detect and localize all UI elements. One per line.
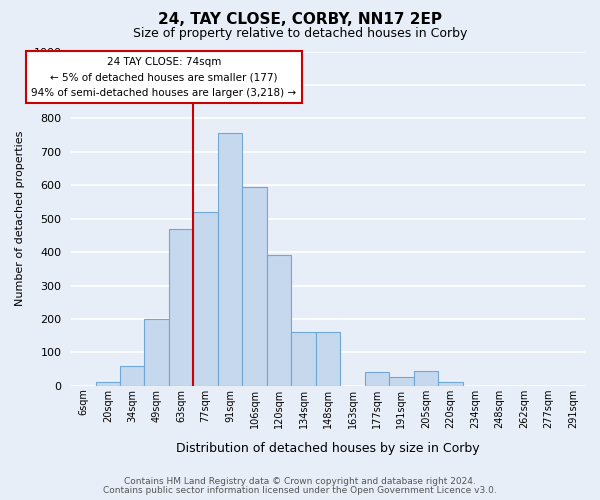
Bar <box>242 187 267 386</box>
Bar <box>193 212 218 386</box>
Text: 24, TAY CLOSE, CORBY, NN17 2EP: 24, TAY CLOSE, CORBY, NN17 2EP <box>158 12 442 28</box>
Bar <box>218 134 242 386</box>
Bar <box>120 366 145 386</box>
Bar <box>438 382 463 386</box>
Text: 24 TAY CLOSE: 74sqm
← 5% of detached houses are smaller (177)
94% of semi-detach: 24 TAY CLOSE: 74sqm ← 5% of detached hou… <box>31 56 296 98</box>
Bar <box>413 371 438 386</box>
Bar <box>365 372 389 386</box>
Bar <box>169 228 193 386</box>
Text: Size of property relative to detached houses in Corby: Size of property relative to detached ho… <box>133 28 467 40</box>
Bar <box>267 256 292 386</box>
Bar <box>292 332 316 386</box>
X-axis label: Distribution of detached houses by size in Corby: Distribution of detached houses by size … <box>176 442 480 455</box>
Bar <box>95 382 120 386</box>
Y-axis label: Number of detached properties: Number of detached properties <box>15 131 25 306</box>
Text: Contains public sector information licensed under the Open Government Licence v3: Contains public sector information licen… <box>103 486 497 495</box>
Bar <box>316 332 340 386</box>
Text: Contains HM Land Registry data © Crown copyright and database right 2024.: Contains HM Land Registry data © Crown c… <box>124 477 476 486</box>
Bar <box>389 378 413 386</box>
Bar <box>145 319 169 386</box>
